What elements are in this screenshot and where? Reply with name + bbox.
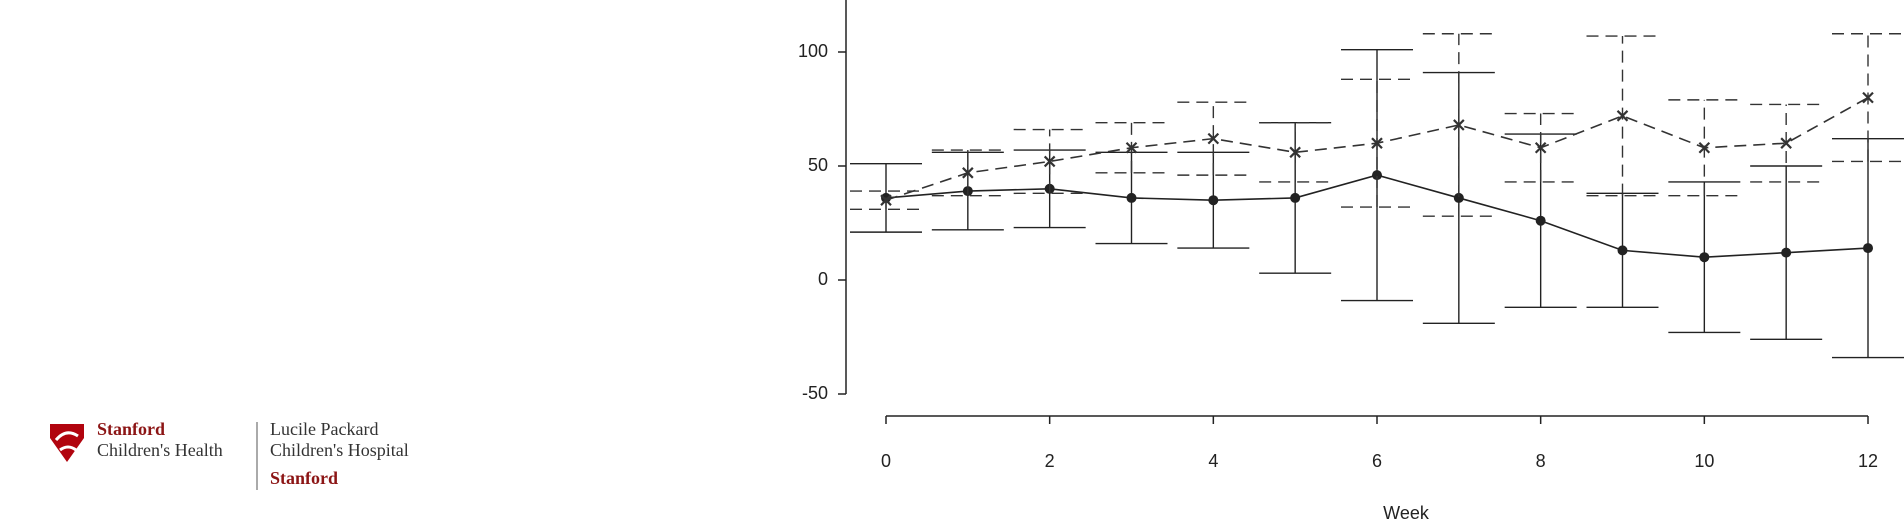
point <box>1289 146 1301 159</box>
x-tick-label: 12 <box>1858 451 1878 471</box>
point <box>1616 110 1629 122</box>
point <box>1698 141 1711 154</box>
error-bar <box>1422 33 1495 217</box>
y-tick-label: 100 <box>798 41 828 61</box>
point <box>1125 141 1138 154</box>
y-tick-label: 50 <box>808 155 828 175</box>
x-tick-label: 10 <box>1694 451 1714 471</box>
logo-text: Children's Health <box>97 440 223 460</box>
logo-text: Children's Hospital <box>270 440 409 460</box>
x-tick-label: 2 <box>1045 451 1055 471</box>
x-tick-label: 6 <box>1372 451 1382 471</box>
point <box>1371 137 1383 149</box>
point <box>1699 252 1710 263</box>
point <box>1207 132 1220 145</box>
point <box>1780 137 1792 149</box>
point <box>1208 195 1219 206</box>
y-tick-label: 0 <box>818 269 828 289</box>
point <box>880 194 892 206</box>
point <box>1372 170 1382 181</box>
point <box>1290 192 1301 203</box>
point <box>1126 192 1137 203</box>
error-bar <box>1013 128 1086 195</box>
point <box>1453 192 1464 203</box>
point <box>962 167 974 179</box>
point <box>1781 247 1792 258</box>
point <box>1534 141 1547 154</box>
logo-icon <box>50 424 84 462</box>
x-tick-label: 8 <box>1536 451 1546 471</box>
logo-text: Lucile Packard <box>270 419 378 439</box>
y-tick-label: -50 <box>802 383 828 403</box>
point <box>1862 91 1874 104</box>
point <box>1043 155 1056 168</box>
x-tick-label: 0 <box>881 451 891 471</box>
logo-text: Stanford <box>97 419 165 439</box>
error-bar <box>1177 101 1250 176</box>
error-bar <box>1504 112 1577 183</box>
point <box>1535 215 1546 226</box>
logo-icon-detail <box>54 431 79 452</box>
point <box>1453 119 1465 131</box>
logo: Stanford Children's Health Lucile Packar… <box>50 419 409 490</box>
logo-text: Stanford <box>270 468 338 488</box>
point <box>1617 245 1628 256</box>
x-axis-label: Week <box>1383 503 1430 519</box>
x-tick-label: 4 <box>1208 451 1218 471</box>
point <box>1863 243 1873 254</box>
